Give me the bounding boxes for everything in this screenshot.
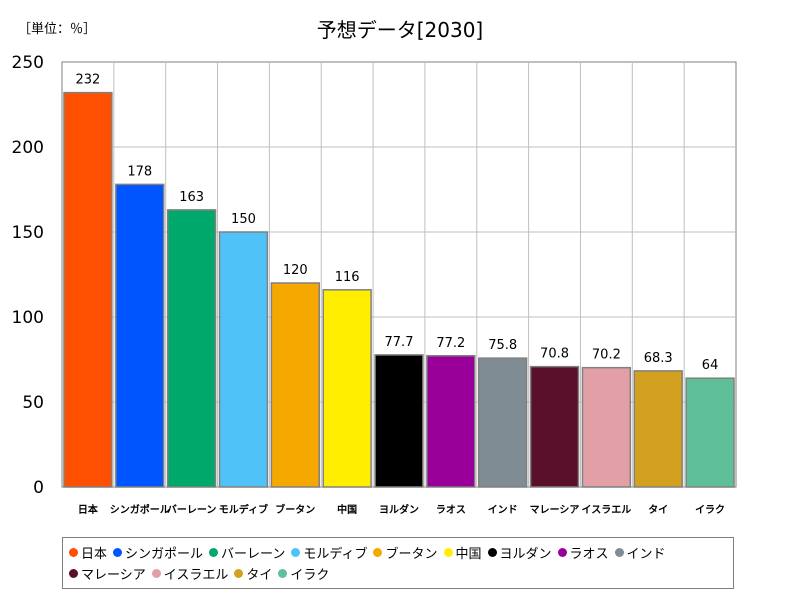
legend-swatch [234,569,244,578]
unit-label: ［単位：％］ [18,22,97,37]
legend-label: シンガポール [125,547,204,562]
legend-item: 中国 [443,542,482,563]
bar [270,282,320,488]
y-tick-label: 100 [12,308,44,328]
legend-swatch [487,548,497,557]
bar-value-label: 77.2 [436,336,465,351]
legend-label: イスラエル [163,568,229,583]
legend-item: インド [614,542,666,563]
x-tick-label: ラオス [436,504,466,516]
legend-item: モルディブ [291,542,367,563]
x-tick-label: モルディブ [219,503,268,516]
legend-item: ラオス [557,542,609,563]
bar [478,357,528,488]
legend-item: ブータン [373,542,438,563]
y-tick-label: 0 [33,478,44,498]
x-tick-label: 日本 [78,503,99,516]
bar-value-label: 178 [127,164,152,179]
legend-item: ヨルダン [487,542,552,563]
bar [581,366,632,488]
bar [529,365,580,488]
x-tick-label: イラク [695,504,725,516]
legend-label: ヨルダン [499,547,552,562]
legend-label: 日本 [81,547,108,562]
bar-value-label: 64 [702,358,719,373]
legend-item: マレーシア [69,563,146,584]
x-tick-label: シンガポール [110,503,170,516]
bar-chart: 0 50 100 150 200 250 232 日本 178 シンガポール 163 バーレーン 150… [12,53,737,516]
bar [426,355,476,488]
legend-item: イラク [278,563,329,584]
legend-label: ブータン [385,547,438,562]
legend-swatch [443,548,453,557]
bar-value-label: 70.2 [592,348,621,363]
legend-label: インド [626,547,666,562]
y-tick-label: 50 [22,393,44,413]
bar [374,354,424,488]
legend-swatch [209,548,219,557]
legend-item: 日本 [69,542,107,563]
legend-item: バーレーン [209,542,285,563]
bar [685,377,735,488]
y-tick-label: 200 [12,138,44,158]
legend-label: ラオス [569,547,609,562]
legend-swatch [151,569,161,578]
legend-swatch [557,548,567,557]
bar [166,209,217,488]
bar [218,231,269,488]
chart-legend: 日本 シンガポール バーレーン モルディブ ブータン 中国 ヨルダン ラオス インドマレーシア イ… [62,537,734,589]
legend-label: マレーシア [81,568,146,583]
y-tick-label: 250 [12,53,44,73]
bar [633,370,683,488]
bar [115,183,165,488]
bar-value-label: 75.8 [488,338,517,353]
legend-swatch [69,569,78,578]
x-tick-label: イスラエル [582,504,632,516]
legend-swatch [291,548,301,557]
legend-swatch [113,548,123,557]
y-tick-label: 150 [12,223,44,243]
legend-swatch [69,548,78,557]
x-tick-label: インド [488,504,518,516]
bar-value-label: 77.7 [385,335,414,350]
legend-swatch [278,569,288,578]
bar [63,91,113,488]
bar-value-label: 120 [283,263,308,278]
x-tick-label: 中国 [337,503,357,516]
x-tick-label: タイ [648,504,668,516]
x-tick-label: バーレーン [167,504,217,516]
bar-value-label: 70.8 [540,347,569,362]
bar [322,289,372,488]
legend-label: 中国 [455,547,482,562]
bar-value-label: 163 [179,190,204,205]
x-tick-label: マレーシア [530,504,580,516]
legend-label: バーレーン [221,547,286,562]
legend-item: シンガポール [113,542,203,563]
legend-swatch [373,548,383,557]
chart-title: 予想データ[2030] [316,18,484,42]
x-tick-label: ブータン [275,503,315,516]
legend-swatch [614,548,624,557]
bar-value-label: 232 [76,73,101,88]
bar-value-label: 116 [335,270,360,285]
legend-label: イラク [290,568,330,583]
x-tick-label: ヨルダン [379,503,419,516]
bar-value-label: 150 [231,212,256,227]
legend-item: タイ [234,563,272,584]
bar-value-label: 68.3 [644,351,673,366]
legend-item: イスラエル [151,563,229,584]
legend-label: モルディブ [303,547,368,562]
legend-label: タイ [246,568,273,583]
